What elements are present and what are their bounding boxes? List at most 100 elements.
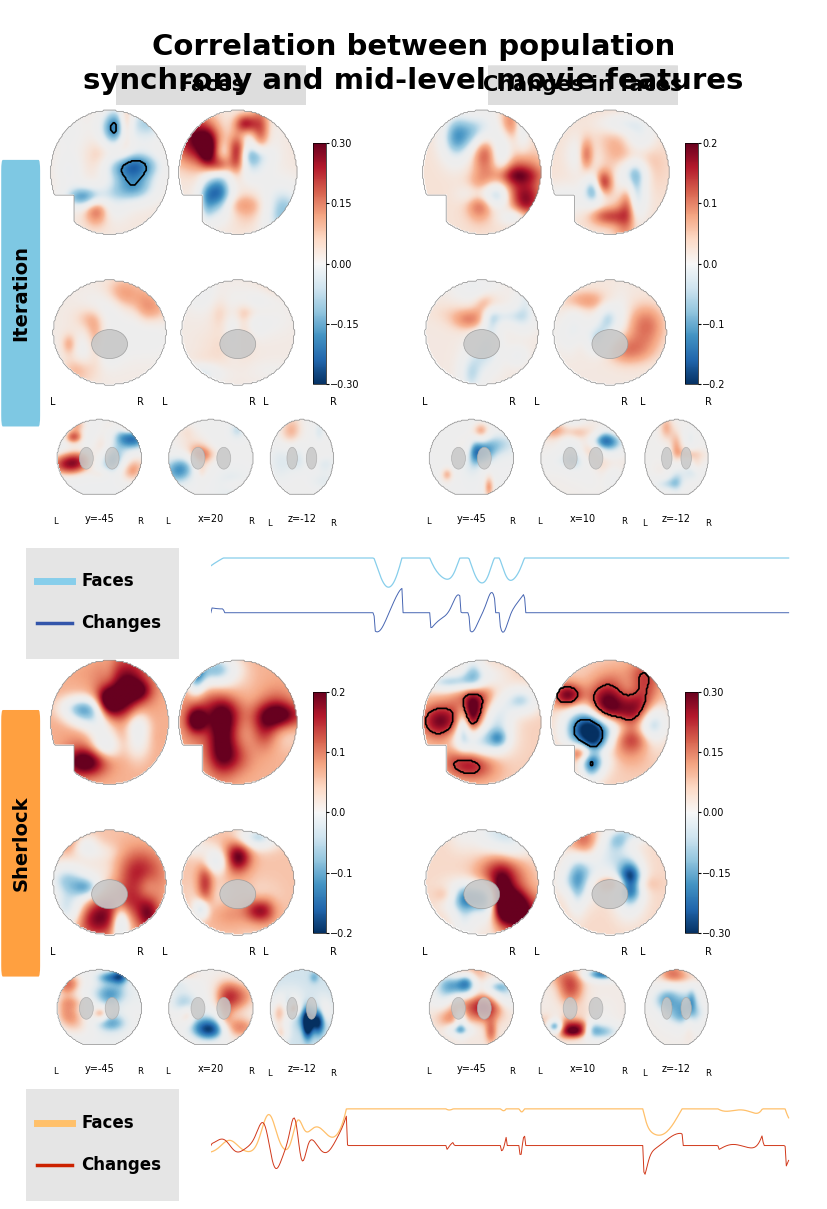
Text: R: R bbox=[137, 397, 144, 407]
Text: R: R bbox=[705, 519, 710, 527]
Text: L: L bbox=[263, 397, 268, 407]
Ellipse shape bbox=[220, 880, 256, 909]
Text: L: L bbox=[643, 519, 647, 527]
Text: R: R bbox=[137, 1066, 143, 1076]
Text: y=-45: y=-45 bbox=[84, 514, 114, 525]
Text: R: R bbox=[330, 519, 336, 527]
Text: L: L bbox=[54, 516, 58, 526]
Ellipse shape bbox=[589, 997, 603, 1019]
Ellipse shape bbox=[79, 447, 93, 469]
Text: R: R bbox=[509, 1066, 515, 1076]
FancyBboxPatch shape bbox=[1, 710, 41, 977]
Text: R: R bbox=[621, 397, 628, 407]
Ellipse shape bbox=[477, 447, 491, 469]
Text: Correlation between population
synchrony and mid-level movie features: Correlation between population synchrony… bbox=[84, 33, 743, 96]
Text: L: L bbox=[268, 519, 272, 527]
Text: R: R bbox=[705, 1069, 710, 1077]
Text: y=-45: y=-45 bbox=[457, 1064, 486, 1075]
Text: R: R bbox=[705, 947, 712, 958]
Text: R: R bbox=[330, 1069, 336, 1077]
Text: R: R bbox=[249, 947, 256, 958]
Text: R: R bbox=[621, 947, 628, 958]
FancyBboxPatch shape bbox=[22, 1086, 184, 1204]
Text: Changes in faces: Changes in faces bbox=[483, 75, 683, 96]
Ellipse shape bbox=[592, 330, 628, 359]
Text: L: L bbox=[263, 947, 268, 958]
Text: R: R bbox=[137, 516, 143, 526]
Text: L: L bbox=[534, 397, 539, 407]
Text: R: R bbox=[705, 397, 712, 407]
Ellipse shape bbox=[477, 997, 491, 1019]
Ellipse shape bbox=[563, 997, 577, 1019]
Ellipse shape bbox=[306, 447, 317, 469]
Text: Iteration: Iteration bbox=[12, 245, 30, 341]
Ellipse shape bbox=[452, 447, 466, 469]
Ellipse shape bbox=[92, 880, 127, 909]
Text: L: L bbox=[640, 947, 645, 958]
Text: R: R bbox=[509, 516, 515, 526]
Ellipse shape bbox=[92, 330, 127, 359]
Text: Faces: Faces bbox=[82, 1113, 134, 1132]
Text: x=20: x=20 bbox=[198, 514, 224, 525]
Text: L: L bbox=[50, 397, 55, 407]
Ellipse shape bbox=[589, 447, 603, 469]
Text: Sherlock: Sherlock bbox=[12, 796, 30, 891]
Text: L: L bbox=[165, 516, 170, 526]
Ellipse shape bbox=[464, 880, 500, 909]
Ellipse shape bbox=[681, 447, 691, 469]
Text: z=-12: z=-12 bbox=[662, 1064, 691, 1075]
Text: L: L bbox=[538, 516, 542, 526]
Text: L: L bbox=[538, 1066, 542, 1076]
Text: z=-12: z=-12 bbox=[662, 514, 691, 525]
Text: R: R bbox=[330, 947, 337, 958]
Text: x=20: x=20 bbox=[198, 1064, 224, 1075]
FancyBboxPatch shape bbox=[22, 544, 184, 663]
Text: L: L bbox=[426, 1066, 430, 1076]
Ellipse shape bbox=[220, 330, 256, 359]
Text: Faces: Faces bbox=[178, 75, 244, 96]
Ellipse shape bbox=[464, 330, 500, 359]
Ellipse shape bbox=[563, 447, 577, 469]
Text: L: L bbox=[54, 1066, 58, 1076]
Ellipse shape bbox=[217, 997, 231, 1019]
Ellipse shape bbox=[592, 880, 628, 909]
Ellipse shape bbox=[287, 447, 298, 469]
Text: R: R bbox=[621, 516, 627, 526]
Ellipse shape bbox=[306, 997, 317, 1019]
Text: L: L bbox=[162, 397, 167, 407]
Text: L: L bbox=[534, 947, 539, 958]
Ellipse shape bbox=[452, 997, 466, 1019]
Text: L: L bbox=[268, 1069, 272, 1077]
Text: R: R bbox=[330, 397, 337, 407]
Text: R: R bbox=[621, 1066, 627, 1076]
FancyBboxPatch shape bbox=[1, 160, 41, 427]
Text: L: L bbox=[643, 1069, 647, 1077]
FancyBboxPatch shape bbox=[112, 65, 310, 105]
Text: L: L bbox=[640, 397, 645, 407]
Text: Faces: Faces bbox=[82, 572, 134, 590]
Text: y=-45: y=-45 bbox=[84, 1064, 114, 1075]
Ellipse shape bbox=[105, 447, 119, 469]
Text: R: R bbox=[509, 947, 516, 958]
Ellipse shape bbox=[105, 997, 119, 1019]
Text: y=-45: y=-45 bbox=[457, 514, 486, 525]
Ellipse shape bbox=[79, 997, 93, 1019]
Text: L: L bbox=[423, 397, 428, 407]
Text: R: R bbox=[249, 397, 256, 407]
Text: L: L bbox=[426, 516, 430, 526]
Text: L: L bbox=[165, 1066, 170, 1076]
Text: L: L bbox=[423, 947, 428, 958]
Text: L: L bbox=[162, 947, 167, 958]
Text: Changes: Changes bbox=[82, 1156, 161, 1174]
Text: z=-12: z=-12 bbox=[287, 514, 317, 525]
Ellipse shape bbox=[662, 997, 672, 1019]
Text: R: R bbox=[509, 397, 516, 407]
Text: z=-12: z=-12 bbox=[287, 1064, 317, 1075]
FancyBboxPatch shape bbox=[484, 65, 682, 105]
Text: L: L bbox=[50, 947, 55, 958]
Ellipse shape bbox=[662, 447, 672, 469]
Ellipse shape bbox=[217, 447, 231, 469]
Text: Changes: Changes bbox=[82, 614, 161, 632]
Text: x=10: x=10 bbox=[570, 1064, 596, 1075]
Text: R: R bbox=[249, 1066, 255, 1076]
